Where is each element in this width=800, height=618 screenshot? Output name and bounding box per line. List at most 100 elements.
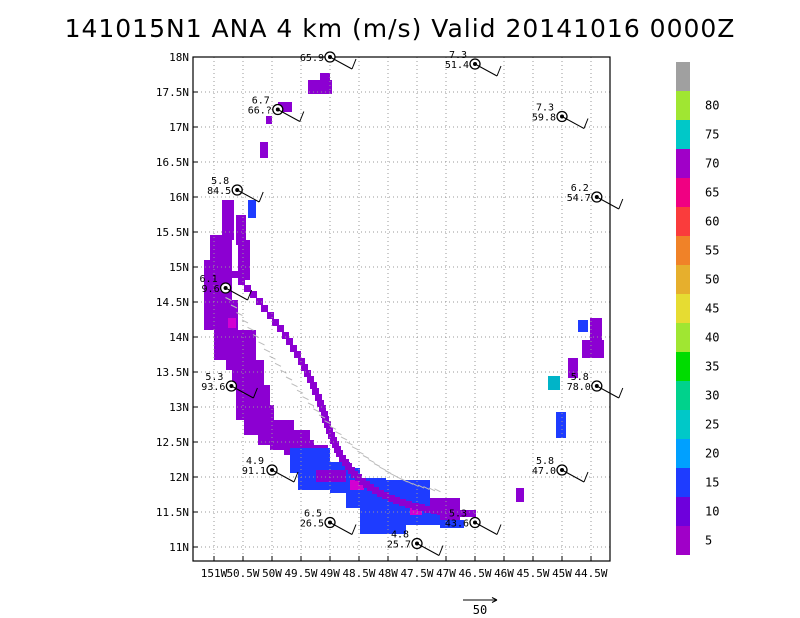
wind-vector	[406, 480, 414, 485]
swath-cell	[412, 503, 419, 510]
wind-barb	[561, 469, 585, 483]
x-tick-label: 50W	[262, 567, 282, 580]
swath-cell	[290, 345, 297, 352]
reference-vector: 50	[463, 597, 498, 617]
wind-vector	[434, 488, 441, 493]
station-marker: 4.991.1	[242, 456, 299, 483]
station-value: 43.6	[445, 519, 469, 530]
swath-cell	[218, 257, 225, 264]
wind-barb	[474, 63, 498, 77]
swath-cell	[424, 506, 431, 513]
swath-cell	[382, 492, 389, 499]
wind-barb-flag	[247, 289, 253, 301]
colorbar: 5 10 15 20 25 30 35 40 45 50 55 60 65 70 75 80	[676, 62, 719, 555]
station-marker: 5.393.6	[201, 372, 258, 399]
station-marker: 6.19.6	[200, 274, 253, 301]
colorbar-label: 30	[705, 389, 719, 403]
swath-cell	[342, 459, 349, 466]
swath-cell	[334, 446, 341, 453]
swath-cell	[244, 285, 251, 292]
x-tick-label: 49.5W	[284, 567, 317, 580]
colorbar-segment	[676, 236, 690, 265]
y-tick-label: 12N	[169, 471, 189, 484]
station-value: 9.6	[202, 284, 220, 295]
swath-cell	[351, 471, 358, 478]
wind-vector	[307, 402, 315, 407]
swath-cell	[418, 504, 425, 511]
wind-vector	[324, 420, 331, 425]
station-marker: 5.847.0	[532, 456, 589, 483]
colorbar-segment	[676, 497, 690, 526]
x-tick-label: 46W	[494, 567, 514, 580]
swath-cell	[248, 200, 256, 218]
swath-cell	[326, 427, 333, 434]
y-tick-label: 11.5N	[156, 506, 189, 519]
wind-vector	[335, 431, 342, 436]
station-value: 91.1	[242, 466, 266, 477]
station-value: 78.0	[567, 382, 591, 393]
swath-cell	[316, 470, 346, 482]
station-value: 65.9	[300, 53, 324, 64]
station-speed: 4.8	[391, 530, 409, 541]
station-speed: 6.2	[571, 183, 589, 194]
y-tick-label: 11N	[169, 541, 189, 554]
chart-title: 141015N1 ANA 4 km (m/s) Valid 20141016 0…	[64, 14, 736, 43]
colorbar-label: 50	[705, 273, 719, 287]
wind-barb	[231, 385, 254, 399]
wind-barb-flag	[252, 387, 258, 399]
station-speed: 6.7	[252, 96, 270, 107]
colorbar-label: 15	[705, 476, 719, 490]
x-tick-label: 45W	[552, 567, 572, 580]
wind-barb-flag	[351, 524, 357, 535]
colorbar-segment	[676, 468, 690, 497]
wind-barb	[277, 109, 301, 122]
wind-vector	[401, 478, 408, 483]
wind-vector	[390, 473, 397, 478]
x-tick-label: 47.5W	[400, 567, 433, 580]
colorbar-segment	[676, 207, 690, 236]
colorbar-segment	[676, 178, 690, 207]
y-tick-label: 17N	[169, 121, 189, 134]
wind-vector	[280, 369, 287, 374]
wind-vector	[346, 441, 353, 446]
wind-barb	[596, 196, 620, 210]
wind-barb	[329, 522, 353, 535]
wind-barb	[561, 116, 585, 129]
wind-vector	[291, 383, 298, 388]
wind-barb	[236, 189, 260, 203]
y-tick-label: 18N	[169, 51, 189, 64]
swath-cell	[339, 455, 346, 462]
reference-vector-label: 50	[473, 603, 487, 617]
wind-barb-flag	[583, 471, 589, 483]
station-marker: 65.9	[300, 51, 357, 70]
station-speed: 5.8	[571, 372, 589, 383]
wind-barb	[271, 469, 295, 483]
swath-cell	[312, 388, 319, 395]
swath-cell	[294, 351, 301, 358]
swath-cell	[301, 364, 308, 371]
wind-vector	[318, 414, 326, 419]
colorbar-segment	[676, 294, 690, 323]
colorbar-segment	[676, 323, 690, 352]
swath-cell	[372, 487, 379, 494]
swath-cell	[348, 467, 355, 474]
station-marker: 6.766.?	[248, 96, 305, 122]
swath-cell	[225, 264, 232, 271]
x-tick-label: 46.5W	[458, 567, 491, 580]
swath-cell	[324, 421, 331, 428]
swath-cell	[578, 320, 588, 332]
wind-vector	[230, 304, 238, 309]
wind-vector	[340, 436, 348, 441]
colorbar-segment	[676, 62, 690, 91]
swath-cell	[262, 430, 276, 442]
wind-barb-flag	[496, 524, 502, 535]
swath-cell	[582, 340, 604, 358]
station-value: 25.7	[387, 540, 411, 551]
reference-vector-head	[491, 597, 498, 603]
swath-cell	[388, 495, 395, 502]
wind-vector	[384, 470, 392, 474]
swath-cell	[330, 437, 337, 444]
colorbar-label: 65	[705, 186, 719, 200]
station-marker: 5.878.0	[567, 372, 624, 399]
